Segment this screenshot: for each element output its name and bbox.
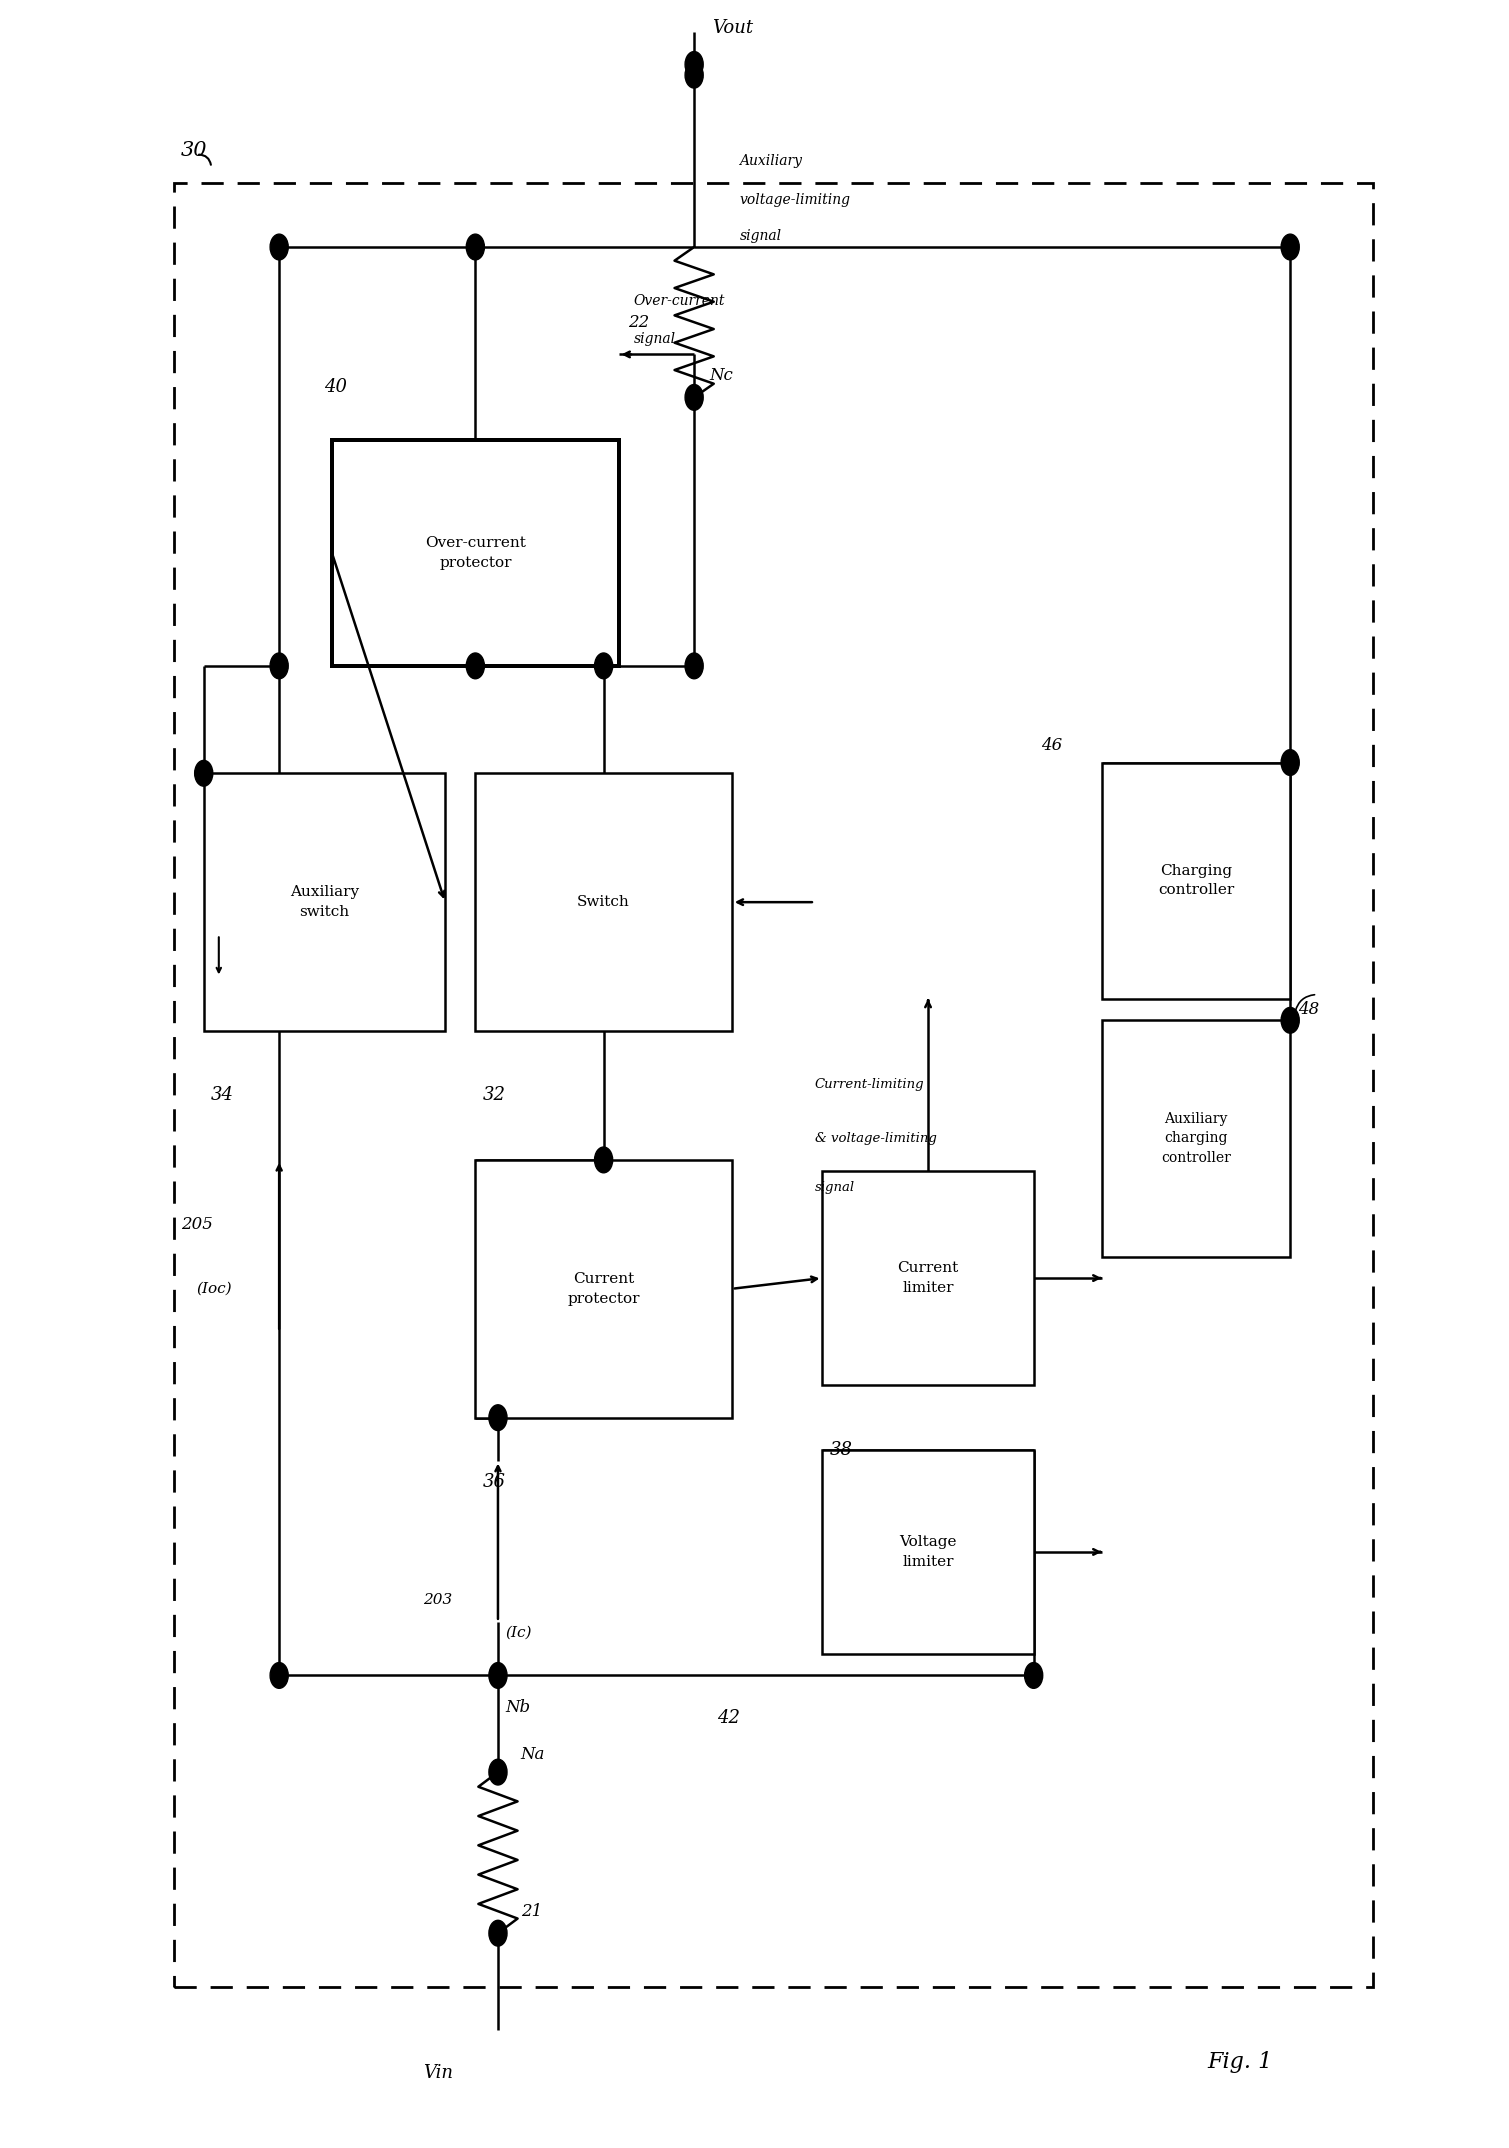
Text: 34: 34 [211, 1087, 234, 1104]
Bar [204, 773, 445, 1031]
Text: 48: 48 [1298, 1001, 1319, 1018]
Text: (Ioc): (Ioc) [196, 1282, 232, 1295]
Circle shape [1281, 234, 1299, 260]
Bar [822, 1450, 1034, 1654]
Bar [332, 440, 619, 666]
Text: 205: 205 [181, 1216, 213, 1233]
Text: Auxiliary
charging
controller: Auxiliary charging controller [1160, 1113, 1231, 1164]
Bar [1102, 763, 1290, 999]
Text: Auxiliary
switch: Auxiliary switch [290, 885, 359, 919]
Text: Nb: Nb [506, 1699, 531, 1716]
Text: Nc: Nc [709, 367, 733, 384]
Circle shape [270, 1663, 288, 1688]
Text: Voltage
limiter: Voltage limiter [899, 1536, 957, 1568]
Text: & voltage-limiting: & voltage-limiting [815, 1132, 937, 1145]
Text: Auxiliary: Auxiliary [739, 155, 803, 168]
Circle shape [489, 1663, 507, 1688]
Text: (Ic): (Ic) [506, 1626, 533, 1639]
Circle shape [489, 1920, 507, 1946]
Circle shape [270, 653, 288, 679]
Text: Charging
controller: Charging controller [1157, 863, 1234, 898]
Text: Vin: Vin [423, 2064, 453, 2081]
Circle shape [1281, 750, 1299, 775]
Text: Over-current
protector: Over-current protector [426, 537, 525, 569]
Text: 30: 30 [181, 142, 208, 159]
Text: Over-current: Over-current [634, 294, 726, 307]
Text: voltage-limiting: voltage-limiting [739, 193, 851, 206]
Text: Current-limiting: Current-limiting [815, 1078, 925, 1091]
Text: signal: signal [815, 1181, 856, 1194]
Text: 38: 38 [830, 1441, 853, 1458]
Circle shape [466, 653, 484, 679]
Text: Switch: Switch [578, 896, 629, 909]
Text: 21: 21 [521, 1903, 542, 1920]
Text: 42: 42 [717, 1710, 739, 1727]
Text: 40: 40 [324, 378, 347, 395]
Circle shape [685, 62, 703, 88]
Text: Na: Na [521, 1746, 545, 1764]
Text: 46: 46 [1041, 737, 1062, 754]
Circle shape [685, 384, 703, 410]
Text: 36: 36 [483, 1474, 506, 1491]
Bar [475, 1160, 732, 1418]
Bar [475, 773, 732, 1031]
Text: signal: signal [739, 230, 782, 243]
Bar [174, 183, 1373, 1987]
Text: 22: 22 [628, 314, 649, 331]
Text: Fig. 1: Fig. 1 [1207, 2051, 1272, 2073]
Circle shape [270, 234, 288, 260]
Circle shape [489, 1405, 507, 1431]
Text: 32: 32 [483, 1087, 506, 1104]
Text: Vout: Vout [712, 19, 753, 37]
Text: signal: signal [634, 333, 676, 346]
Circle shape [1025, 1663, 1043, 1688]
Text: Current
protector: Current protector [567, 1272, 640, 1306]
Circle shape [489, 1759, 507, 1785]
Circle shape [685, 52, 703, 77]
Circle shape [195, 760, 213, 786]
Text: 203: 203 [424, 1594, 453, 1607]
Bar [1102, 1020, 1290, 1257]
Circle shape [1281, 1007, 1299, 1033]
Bar [822, 1171, 1034, 1385]
Circle shape [685, 653, 703, 679]
Circle shape [595, 653, 613, 679]
Circle shape [595, 1147, 613, 1173]
Text: Current
limiter: Current limiter [898, 1261, 958, 1295]
Circle shape [466, 234, 484, 260]
